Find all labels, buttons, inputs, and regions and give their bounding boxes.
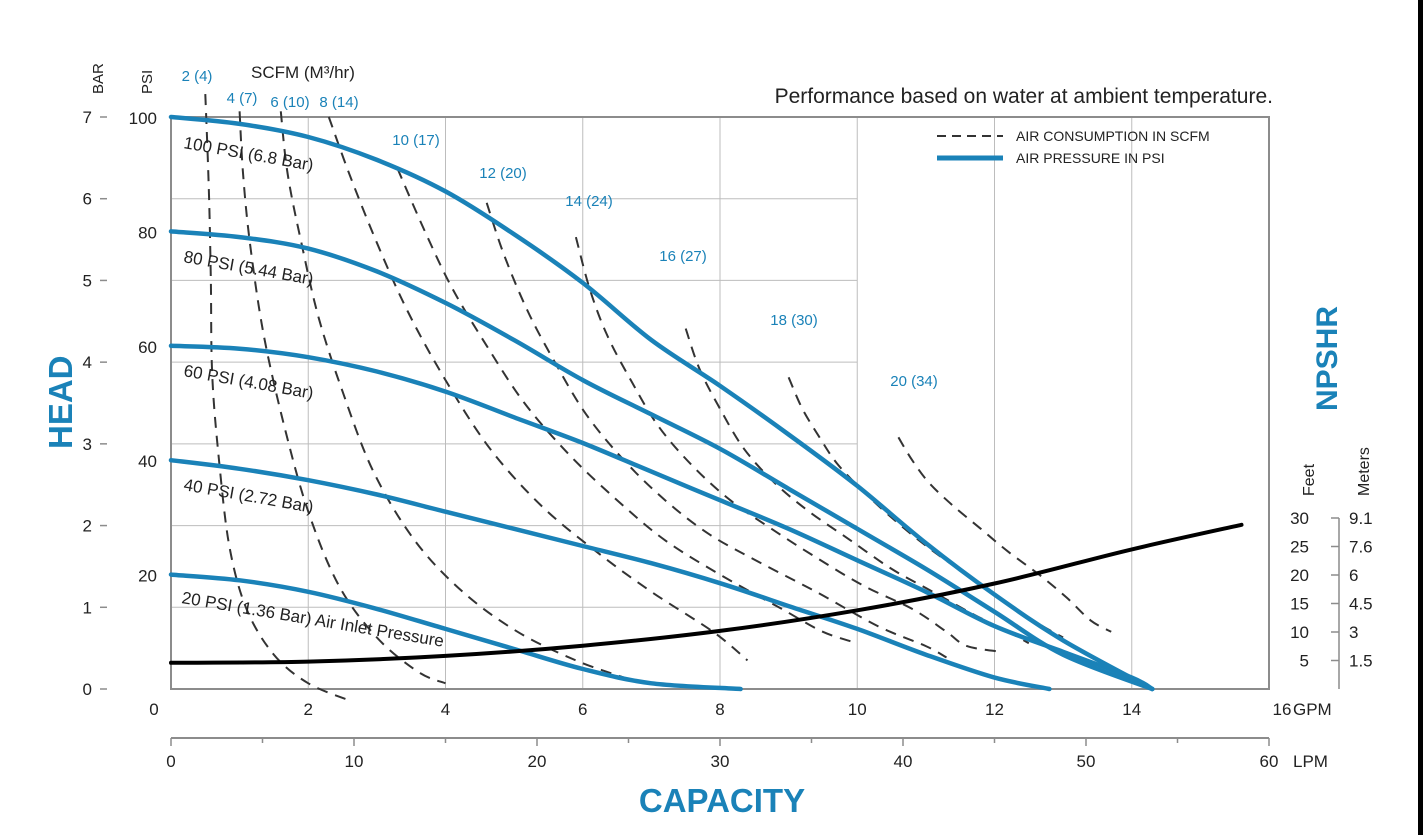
x-tick-lpm-label: 0 bbox=[166, 752, 175, 771]
y-tick-psi-label: 100 bbox=[129, 109, 157, 128]
y-axis-bar-ticks: 0 1 2 3 4 5 6 7 bbox=[83, 108, 107, 699]
plot-grid bbox=[171, 117, 1133, 689]
right-edge-bar bbox=[1418, 0, 1423, 835]
air-curve-label: 18 (30) bbox=[770, 312, 818, 329]
x-tick-gpm-label: 2 bbox=[304, 700, 313, 719]
air-curve bbox=[574, 236, 1002, 653]
air-curve-label: 14 (24) bbox=[565, 193, 613, 210]
npshr-line bbox=[169, 522, 1244, 665]
pressure-curve-labels: 100 PSI (6.8 Bar) 80 PSI (5.44 Bar) 60 PSI… bbox=[180, 133, 445, 651]
y-tick-psi-label: 60 bbox=[138, 338, 157, 357]
air-curve-label: 10 (17) bbox=[392, 132, 440, 149]
npshr-meters-tick-label: 9.1 bbox=[1349, 509, 1373, 528]
npshr-feet-tick-label: 10 bbox=[1290, 623, 1309, 642]
x-axis-gpm-label: GPM bbox=[1293, 700, 1332, 719]
y-axis-bar-label: BAR bbox=[90, 63, 107, 94]
legend-air-consumption-label: AIR CONSUMPTION IN SCFM bbox=[1016, 128, 1210, 144]
x-tick-gpm-label: 0 bbox=[149, 700, 158, 719]
pressure-curve bbox=[168, 457, 1052, 692]
scfm-header: SCFM (M³/hr) bbox=[251, 63, 355, 82]
air-curve-label: 2 (4) bbox=[182, 68, 213, 85]
legend-air-pressure-label: AIR PRESSURE IN PSI bbox=[1016, 150, 1165, 166]
y2-axis-title: NPSHR bbox=[1311, 306, 1344, 411]
npshr-curve bbox=[169, 522, 1244, 665]
pressure-curve bbox=[168, 229, 1155, 692]
x-tick-lpm-label: 20 bbox=[528, 752, 547, 771]
air-curve bbox=[238, 111, 446, 685]
pressure-curve-label: 60 PSI (4.08 Bar) bbox=[182, 361, 315, 403]
air-curve bbox=[279, 111, 625, 679]
x-axis-gpm-ticks: 0 2 4 6 8 10 12 14 16 bbox=[149, 700, 1291, 719]
air-curve-label: 8 (14) bbox=[319, 94, 358, 111]
x-tick-gpm-label: 14 bbox=[1122, 700, 1141, 719]
pressure-curve-label: 100 PSI (6.8 Bar) bbox=[182, 133, 315, 175]
npshr-feet-tick-label: 25 bbox=[1290, 538, 1309, 557]
y-axis-psi-ticks: 20 40 60 80 100 bbox=[129, 109, 157, 586]
x-axis-title: CAPACITY bbox=[639, 782, 805, 819]
x-axis-lpm-label: LPM bbox=[1293, 752, 1328, 771]
air-consumption-lines bbox=[204, 94, 1112, 702]
air-curve bbox=[327, 116, 749, 662]
pressure-curve-label: 80 PSI (5.44 Bar) bbox=[182, 247, 315, 289]
x-tick-lpm-label: 60 bbox=[1260, 752, 1279, 771]
pressure-curve bbox=[168, 572, 743, 692]
x-tick-lpm-label: 40 bbox=[894, 752, 913, 771]
air-curve-label: 6 (10) bbox=[270, 94, 309, 111]
y-tick-bar-label: 0 bbox=[83, 680, 92, 699]
npshr-meters-tick-label: 1.5 bbox=[1349, 652, 1373, 671]
npshr-meters-tick-label: 6 bbox=[1349, 566, 1358, 585]
x-tick-gpm-label: 12 bbox=[985, 700, 1004, 719]
y-tick-bar-label: 1 bbox=[83, 598, 92, 617]
air-curve-label: 4 (7) bbox=[227, 90, 258, 107]
x-axis-lpm-ticks: 0 10 20 30 40 50 60 bbox=[166, 738, 1278, 771]
air-curve-label: 12 (20) bbox=[479, 165, 527, 182]
pressure-curve bbox=[168, 114, 1155, 692]
x-tick-gpm-label: 4 bbox=[441, 700, 450, 719]
air-curve-label: 16 (27) bbox=[659, 248, 707, 265]
x-tick-gpm-label: 16 bbox=[1273, 700, 1292, 719]
y-tick-psi-label: 40 bbox=[138, 452, 157, 471]
y-tick-bar-label: 5 bbox=[83, 271, 92, 290]
y-tick-bar-label: 7 bbox=[83, 108, 92, 127]
air-curve-label: 20 (34) bbox=[890, 373, 938, 390]
y-tick-psi-label: 80 bbox=[138, 223, 157, 242]
y-axis-psi-label: PSI bbox=[139, 70, 156, 94]
air-curve-labels: 2 (4) 4 (7) 6 (10) 8 (14) 10 (17) 12 (20) 14 (… bbox=[182, 68, 938, 390]
pressure-curve bbox=[168, 343, 1155, 692]
y-tick-bar-label: 4 bbox=[83, 353, 92, 372]
npshr-meters-tick-label: 4.5 bbox=[1349, 595, 1373, 614]
x-tick-gpm-label: 10 bbox=[848, 700, 867, 719]
pressure-curve-label: 40 PSI (2.72 Bar) bbox=[182, 475, 315, 517]
legend: AIR CONSUMPTION IN SCFM AIR PRESSURE IN … bbox=[937, 128, 1210, 166]
npshr-meters-tick-label: 3 bbox=[1349, 623, 1358, 642]
npshr-meters-tick-label: 7.6 bbox=[1349, 538, 1373, 557]
x-tick-lpm-label: 10 bbox=[345, 752, 364, 771]
npshr-meters-label: Meters bbox=[1356, 447, 1373, 496]
air-curve bbox=[485, 202, 947, 659]
y-axis-title: HEAD bbox=[42, 355, 79, 449]
y-tick-psi-label: 20 bbox=[138, 567, 157, 586]
x-tick-gpm-label: 8 bbox=[715, 700, 724, 719]
chart-title: Performance based on water at ambient te… bbox=[775, 85, 1273, 108]
npshr-feet-tick-label: 15 bbox=[1290, 595, 1309, 614]
air-curve bbox=[897, 436, 1112, 633]
air-curve bbox=[396, 168, 858, 645]
npshr-feet-tick-label: 20 bbox=[1290, 566, 1309, 585]
air-pressure-lines bbox=[168, 114, 1155, 692]
y-tick-bar-label: 2 bbox=[83, 517, 92, 536]
y-tick-bar-label: 3 bbox=[83, 435, 92, 454]
x-tick-gpm-label: 6 bbox=[578, 700, 587, 719]
npshr-scale: Feet Meters 5 1.5 10 3 15 4.5 20 6 25 7.6 30 9.1 bbox=[1290, 447, 1373, 689]
x-tick-lpm-label: 50 bbox=[1077, 752, 1096, 771]
npshr-feet-label: Feet bbox=[1301, 463, 1318, 496]
npshr-feet-tick-label: 5 bbox=[1300, 652, 1309, 671]
npshr-scale-ticks: 5 1.5 10 3 15 4.5 20 6 25 7.6 30 9.1 bbox=[1290, 509, 1373, 671]
npshr-feet-tick-label: 30 bbox=[1290, 509, 1309, 528]
pressure-curve-label: 20 PSI (1.36 Bar) Air Inlet Pressure bbox=[180, 588, 445, 651]
y-tick-bar-label: 6 bbox=[83, 190, 92, 209]
x-tick-lpm-label: 30 bbox=[711, 752, 730, 771]
